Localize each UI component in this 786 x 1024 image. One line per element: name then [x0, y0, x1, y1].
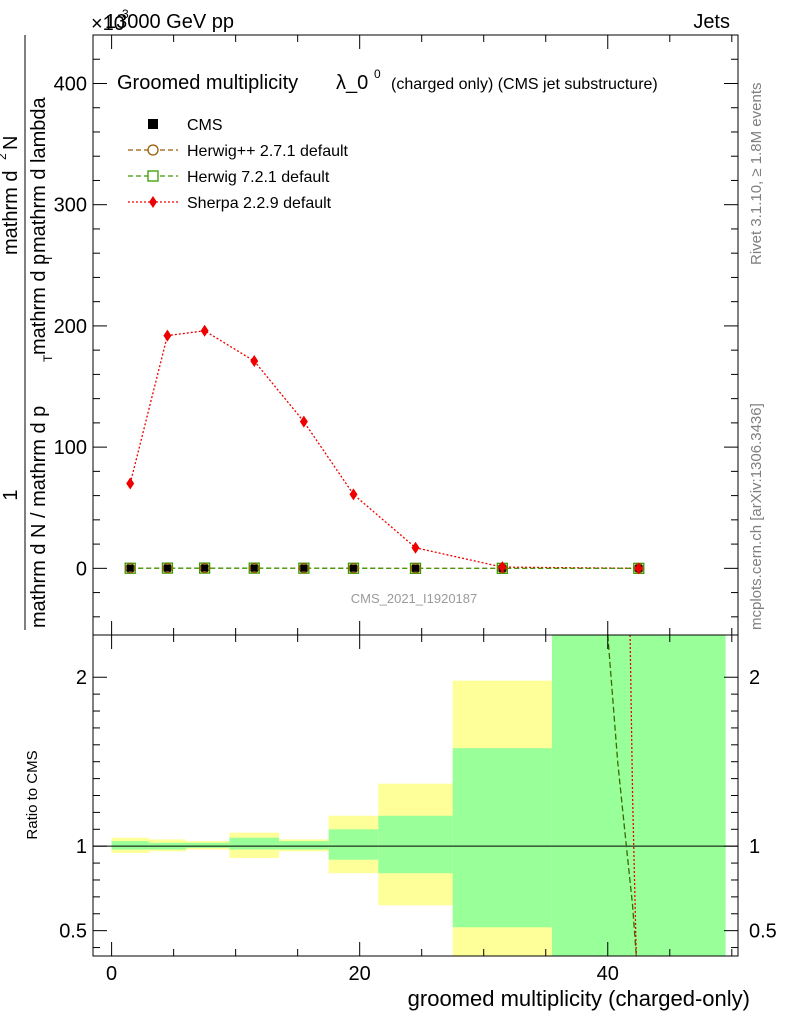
- title-sub: (charged only) (CMS jet substructure): [391, 76, 658, 93]
- ratio-ticks: 0.5 0.51 12 20 20 40: [59, 635, 777, 985]
- ratio-band-green: [279, 841, 329, 850]
- ratio-ytick-label-right: 2: [749, 667, 760, 689]
- ratio-xtick-label: 0: [106, 963, 117, 985]
- sherpa-marker: [126, 477, 135, 490]
- cms-marker: [201, 564, 209, 572]
- legend-label: Herwig++ 2.7.1 default: [187, 143, 349, 160]
- cms-marker: [300, 564, 308, 572]
- ratio-ytick-label: 1: [76, 836, 87, 858]
- legend-label: Herwig 7.2.1 default: [187, 169, 330, 186]
- ratio-ytick-label: 2: [76, 667, 87, 689]
- ratio-xtick-label: 20: [349, 963, 371, 985]
- herwigpp-marker: [348, 563, 359, 574]
- herwigpp-marker: [410, 563, 421, 574]
- ylabel-denominator: mathrm d p: [28, 254, 50, 355]
- ratio-band-green: [551, 635, 726, 956]
- watermark: CMS_2021_I1920187: [351, 591, 478, 606]
- ratio-band-green: [111, 841, 149, 850]
- main-ytick-label: 100: [54, 437, 87, 459]
- sherpa-marker: [250, 355, 259, 368]
- ratio-band-green: [229, 837, 280, 850]
- exponent-power: -3: [118, 7, 129, 21]
- legend-marker-herwig7: [147, 170, 159, 182]
- category-label: Jets: [693, 11, 730, 33]
- energy-label: 13000 GeV pp: [105, 11, 234, 33]
- herwigpp-marker: [125, 563, 136, 574]
- ratio-ytick-label-right: 0.5: [749, 921, 777, 943]
- main-ytick-label: 0: [76, 558, 87, 580]
- cms-marker: [250, 564, 258, 572]
- herwigpp-marker: [199, 562, 210, 574]
- ylabel-prefix-num: 1: [0, 489, 22, 500]
- ratio-curve: [629, 634, 637, 957]
- title-lambda-sup: 0: [374, 67, 381, 81]
- cms-marker: [349, 564, 357, 572]
- ylabel-numerator-sup: 2: [0, 153, 9, 160]
- ratio-ytick-label-right: 1: [749, 836, 760, 858]
- main-ylabel: 1 mathrm d N / mathrm d p T mathrm d 2 N…: [0, 35, 55, 630]
- sherpa-marker: [200, 324, 209, 337]
- ratio-band-green: [328, 829, 379, 860]
- sherpa-marker: [634, 562, 643, 575]
- ratio-curves: [607, 634, 637, 957]
- sherpa-marker: [163, 329, 172, 342]
- ratio-bands: [93, 635, 738, 956]
- main-ytick-label: 200: [54, 316, 87, 338]
- legend-label: CMS: [187, 117, 223, 134]
- main-y-ticks: 0 100 200 300 400: [54, 34, 738, 635]
- ylabel-numerator-tail: N: [0, 136, 22, 150]
- ylabel-prefix-den-sub: T: [41, 354, 55, 362]
- main-ytick-label: 400: [54, 73, 87, 95]
- ratio-band-green: [452, 748, 552, 928]
- sherpa-marker: [349, 488, 358, 501]
- herwigpp-marker: [298, 563, 310, 574]
- cms-marker: [412, 564, 419, 572]
- legend-marker-herwigpp: [147, 144, 159, 156]
- ratio-frame: [92, 634, 739, 957]
- legend-marker-sherpa: [149, 196, 157, 208]
- ratio-band-green: [186, 842, 230, 848]
- legend-marker-cms: [148, 119, 158, 129]
- sherpa-marker: [411, 541, 420, 554]
- ratio-panel: 0.5 0.51 12 20 20 40 Ratio to CMS groomed mul…: [24, 634, 777, 1011]
- ylabel-numerator: mathrm d: [0, 171, 22, 255]
- herwigpp-marker: [162, 562, 173, 574]
- main-panel: 0 100 200 300 400 Groomed multiplicity λ_0 0…: [54, 34, 739, 636]
- exponent-label: ×10: [91, 13, 125, 35]
- ylabel-denominator-sub: T: [41, 254, 55, 262]
- x-axis-label: groomed multiplicity (charged-only): [408, 986, 750, 1011]
- sherpa-line: [129, 330, 639, 569]
- cms-marker: [126, 564, 134, 572]
- sherpa-marker: [498, 561, 507, 574]
- mcplots-label: mcplots.cern.ch [arXiv:1306.3436]: [748, 403, 765, 630]
- ratio-ytick-label: 0.5: [59, 921, 87, 943]
- main-series: [124, 324, 645, 575]
- ylabel-denominator-tail: mathrm d lambda: [28, 97, 50, 253]
- ylabel-prefix-den: mathrm d N / mathrm d p: [28, 406, 50, 628]
- title-main: Groomed multiplicity: [117, 72, 298, 94]
- herwigpp-marker: [249, 562, 260, 574]
- main-ytick-label: 300: [54, 195, 87, 217]
- ratio-xtick-label: 40: [597, 963, 619, 985]
- title-lambda: λ_0: [336, 72, 368, 94]
- ratio-ylabel: Ratio to CMS: [24, 750, 41, 839]
- ratio-curve: [607, 634, 637, 957]
- legend: CMS Herwig++ 2.7.1 default Herwig 7.2.1 de…: [128, 117, 349, 212]
- ratio-band-green: [378, 815, 453, 874]
- cms-marker: [163, 564, 171, 572]
- rivet-label: Rivet 3.1.10, ≥ 1.8M events: [748, 83, 765, 266]
- sherpa-marker: [299, 415, 308, 428]
- legend-label: Sherpa 2.2.9 default: [187, 195, 332, 212]
